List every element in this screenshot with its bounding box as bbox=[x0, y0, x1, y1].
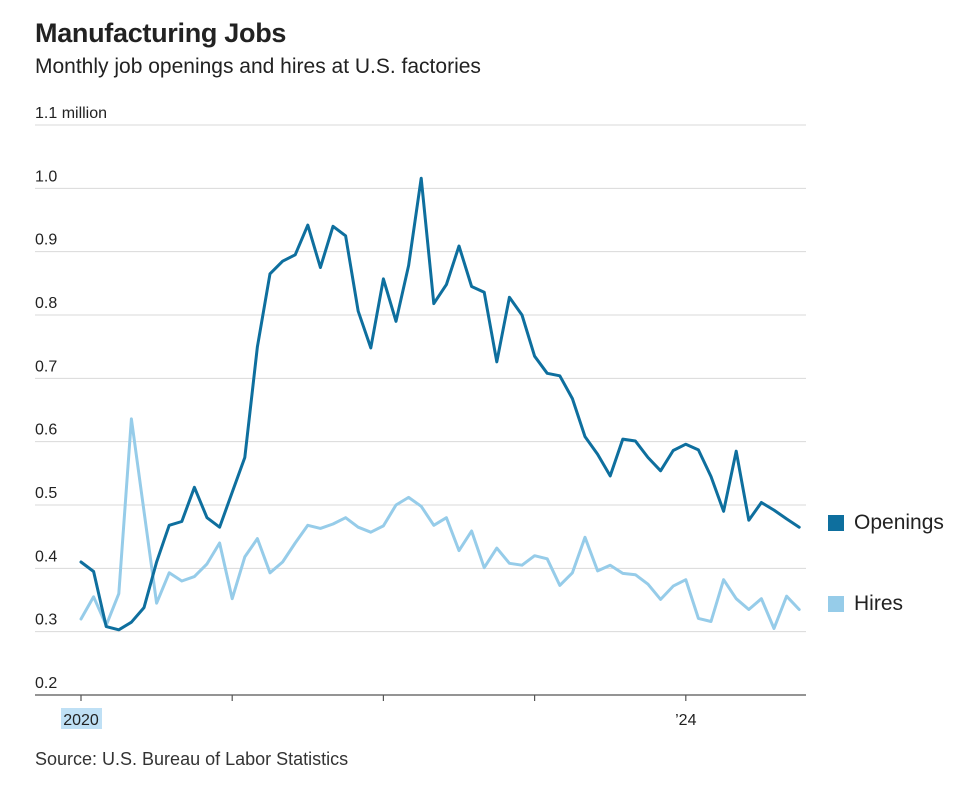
chart-subtitle: Monthly job openings and hires at U.S. f… bbox=[35, 55, 481, 78]
y-tick-label: 0.6 bbox=[35, 422, 57, 439]
series-line-openings bbox=[79, 176, 801, 632]
series-line-hires bbox=[79, 417, 801, 630]
gridlines: 1.1 million 1.0 0.9 0.8 0.7 0.6 0.5 0.4 0.3 0.2 bbox=[35, 105, 806, 692]
series-lines bbox=[79, 176, 801, 632]
x-tick-label: 2020 bbox=[63, 712, 99, 729]
chart-title: Manufacturing Jobs bbox=[35, 18, 287, 48]
legend-label-hires: Hires bbox=[854, 592, 904, 615]
y-tick-label: 1.0 bbox=[35, 168, 57, 185]
legend-swatch-hires bbox=[828, 596, 844, 612]
legend-item-hires: Hires bbox=[828, 592, 903, 616]
y-tick-label: 0.8 bbox=[35, 295, 57, 312]
y-tick-label: 0.3 bbox=[35, 612, 57, 629]
y-tick-label: 1.1 million bbox=[35, 105, 107, 122]
legend-item-openings: Openings bbox=[828, 511, 944, 535]
x-axis: 2020 ’24 bbox=[35, 694, 806, 729]
y-tick-label: 0.7 bbox=[35, 358, 57, 375]
source-note: Source: U.S. Bureau of Labor Statistics bbox=[35, 749, 349, 769]
legend-swatch-openings bbox=[828, 515, 844, 531]
x-tick-label: ’24 bbox=[675, 712, 696, 729]
x-tick-highlight bbox=[61, 708, 102, 729]
y-tick-label: 0.2 bbox=[35, 675, 57, 692]
y-tick-label: 0.5 bbox=[35, 485, 57, 502]
y-tick-label: 0.9 bbox=[35, 232, 57, 249]
y-tick-label: 0.4 bbox=[35, 548, 57, 565]
legend-label-openings: Openings bbox=[854, 511, 944, 534]
